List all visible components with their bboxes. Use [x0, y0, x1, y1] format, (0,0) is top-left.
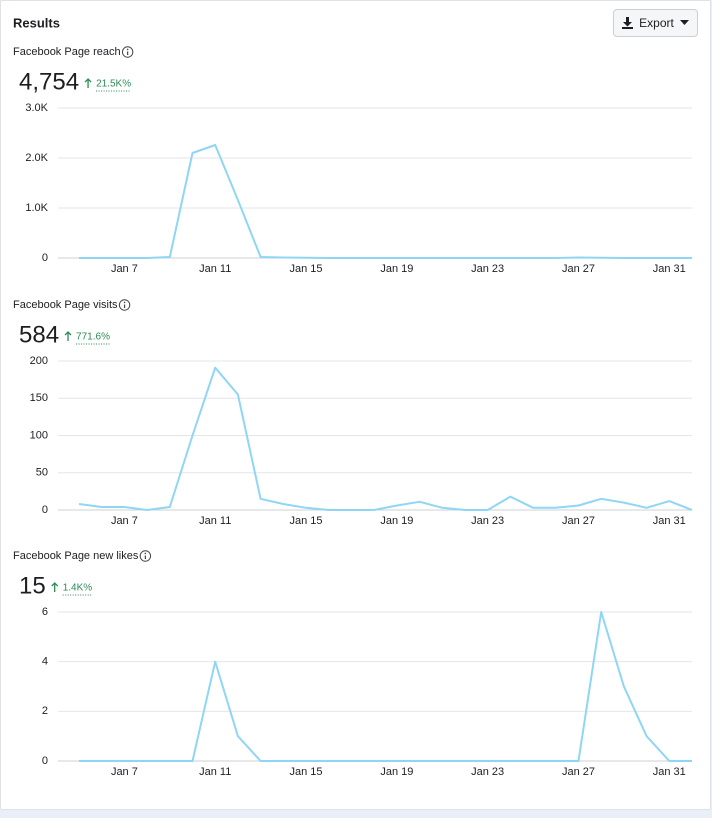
info-icon — [121, 46, 134, 58]
export-button[interactable]: Export — [613, 9, 698, 37]
x-tick-label: Jan 7 — [111, 766, 138, 778]
y-tick-label: 4 — [42, 656, 48, 668]
info-icon-dot — [126, 48, 129, 51]
metric-total: 15 — [19, 572, 46, 599]
y-tick-label: 0 — [42, 252, 48, 264]
y-tick-label: 100 — [30, 429, 48, 441]
export-label: Export — [639, 16, 674, 30]
x-tick-label: Jan 11 — [199, 766, 231, 778]
x-tick-label: Jan 11 — [199, 263, 231, 275]
download-icon — [622, 17, 634, 29]
metric-title: Facebook Page new likes — [13, 550, 139, 562]
info-icon-dot — [144, 552, 147, 555]
x-tick-label: Jan 23 — [471, 766, 504, 778]
y-tick-label: 1.0K — [25, 202, 48, 214]
info-icon — [118, 299, 131, 311]
data-line — [79, 611, 692, 762]
y-tick-label: 3.0K — [25, 102, 48, 114]
y-tick-label: 200 — [30, 355, 48, 367]
x-tick-label: Jan 23 — [471, 263, 504, 275]
x-tick-label: Jan 27 — [562, 515, 595, 527]
data-line — [78, 366, 693, 511]
y-tick-label: 150 — [30, 392, 48, 404]
metric-total: 584 — [19, 321, 59, 348]
y-tick-label: 50 — [36, 467, 48, 479]
x-tick-label: Jan 31 — [653, 515, 686, 527]
info-icon — [139, 550, 152, 562]
up-arrow — [51, 582, 59, 592]
metric-title: Facebook Page reach — [13, 46, 121, 58]
x-tick-label: Jan 7 — [111, 263, 138, 275]
x-tick-label: Jan 19 — [380, 515, 413, 527]
data-line — [79, 144, 692, 259]
caret-icon — [679, 20, 689, 25]
info-icon-dot — [123, 301, 126, 304]
metric-total: 4,754 — [19, 68, 79, 95]
y-tick-label: 0 — [42, 504, 48, 516]
metric-change: 21.5K% — [96, 79, 131, 90]
metric-title: Facebook Page visits — [13, 299, 118, 311]
metric-change: 1.4K% — [63, 583, 93, 594]
y-tick-label: 0 — [42, 755, 48, 767]
up-arrow — [64, 331, 72, 341]
x-tick-label: Jan 31 — [653, 766, 686, 778]
x-tick-label: Jan 15 — [290, 766, 323, 778]
panel-title: Results — [13, 15, 60, 30]
metric-change: 771.6% — [76, 332, 110, 343]
x-tick-label: Jan 23 — [471, 515, 504, 527]
x-tick-label: Jan 15 — [290, 515, 323, 527]
y-tick-label: 6 — [42, 606, 48, 618]
x-tick-label: Jan 19 — [380, 766, 413, 778]
y-tick-label: 2.0K — [25, 152, 48, 164]
x-tick-label: Jan 15 — [290, 263, 323, 275]
x-tick-label: Jan 31 — [653, 263, 686, 275]
up-arrow — [84, 78, 92, 88]
x-tick-label: Jan 7 — [111, 515, 138, 527]
x-tick-label: Jan 27 — [562, 766, 595, 778]
y-tick-label: 2 — [42, 705, 48, 717]
x-tick-label: Jan 27 — [562, 263, 595, 275]
x-tick-label: Jan 19 — [380, 263, 413, 275]
x-tick-label: Jan 11 — [199, 515, 231, 527]
